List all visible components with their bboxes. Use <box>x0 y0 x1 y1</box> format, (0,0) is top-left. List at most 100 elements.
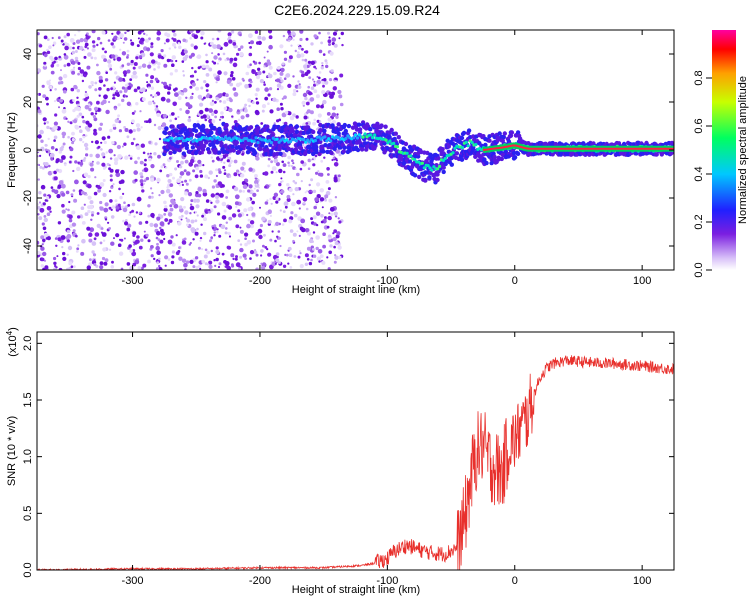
ridge-halo-point <box>423 178 428 183</box>
noise-point <box>261 36 266 41</box>
noise-point <box>249 46 253 49</box>
noise-point <box>90 167 95 172</box>
noise-point <box>147 152 150 156</box>
noise-point <box>40 257 45 262</box>
noise-point <box>149 79 154 84</box>
ridge-core-point <box>277 140 281 144</box>
noise-point <box>231 213 237 218</box>
noise-point <box>71 138 75 142</box>
ridge-halo-point <box>473 154 478 159</box>
noise-point <box>330 212 334 216</box>
noise-point <box>133 243 136 246</box>
noise-point <box>164 255 169 260</box>
noise-point <box>42 226 47 231</box>
noise-point <box>332 232 335 235</box>
noise-point <box>77 66 81 71</box>
noise-point <box>331 37 337 42</box>
ridge-core-point <box>426 164 430 168</box>
noise-point <box>279 190 283 194</box>
noise-point <box>160 49 164 53</box>
noise-point <box>93 106 99 111</box>
snr-frame <box>36 331 675 571</box>
noise-point <box>117 114 120 118</box>
noise-point <box>80 190 85 195</box>
colorbar-tick-label: 0.6 <box>693 118 705 133</box>
noise-point <box>333 162 339 167</box>
noise-point <box>109 67 113 71</box>
noise-point <box>68 46 73 50</box>
noise-point <box>66 234 72 239</box>
noise-point <box>141 169 145 172</box>
noise-point <box>299 37 303 42</box>
noise-point <box>227 156 230 159</box>
noise-point <box>104 50 107 54</box>
noise-point <box>240 173 245 178</box>
noise-point <box>82 135 86 139</box>
noise-point <box>317 249 323 254</box>
ridge-halo-point <box>212 125 217 131</box>
noise-point <box>94 176 97 179</box>
noise-point <box>183 169 187 173</box>
ridge-core-point <box>466 144 470 148</box>
noise-point <box>100 148 103 151</box>
noise-point <box>315 94 320 99</box>
noise-point <box>211 185 215 189</box>
ridge-halo-point <box>427 175 432 180</box>
noise-point <box>110 265 115 269</box>
noise-point <box>181 183 184 186</box>
noise-point <box>133 215 136 218</box>
noise-point <box>222 154 227 159</box>
noise-point <box>332 31 338 36</box>
noise-point <box>39 207 45 213</box>
noise-point <box>45 96 49 101</box>
ridge-halo-point <box>261 140 266 145</box>
noise-point <box>89 258 92 262</box>
ridge-halo-point <box>256 126 261 131</box>
noise-point <box>213 179 217 183</box>
noise-point <box>277 230 281 233</box>
noise-point <box>310 86 315 90</box>
noise-point <box>229 73 234 78</box>
noise-point <box>215 81 218 84</box>
noise-point <box>174 69 178 73</box>
noise-point <box>140 143 145 148</box>
noise-point <box>179 175 183 179</box>
noise-point <box>204 209 209 214</box>
noise-point <box>119 238 122 241</box>
noise-point <box>124 128 129 132</box>
noise-point <box>154 77 159 82</box>
noise-point <box>293 255 297 258</box>
noise-point <box>153 102 156 105</box>
noise-point <box>304 253 309 258</box>
noise-point <box>99 261 104 266</box>
noise-point <box>216 156 221 161</box>
noise-point <box>111 260 114 264</box>
noise-point <box>119 33 124 38</box>
noise-point <box>91 160 94 163</box>
noise-point <box>259 206 261 209</box>
noise-point <box>96 63 99 67</box>
noise-point <box>171 55 176 60</box>
noise-point <box>102 247 107 252</box>
noise-point <box>101 136 106 141</box>
x-tick-label: 100 <box>633 275 651 287</box>
noise-point <box>217 181 223 186</box>
ridge-halo-point <box>314 148 319 153</box>
noise-point <box>160 231 165 236</box>
noise-point <box>103 94 108 100</box>
noise-point <box>201 214 205 218</box>
ridge-halo-point <box>515 130 521 135</box>
ridge-core-point <box>353 133 358 137</box>
ridge-halo-point <box>189 132 195 137</box>
noise-point <box>203 254 208 259</box>
noise-point <box>298 250 301 253</box>
noise-point <box>94 81 98 85</box>
noise-point <box>52 44 55 47</box>
noise-point <box>166 33 171 38</box>
noise-point <box>312 189 317 194</box>
noise-point <box>131 111 135 115</box>
noise-point <box>143 179 147 183</box>
noise-point <box>203 80 207 84</box>
noise-point <box>150 86 155 90</box>
noise-point <box>114 71 118 75</box>
